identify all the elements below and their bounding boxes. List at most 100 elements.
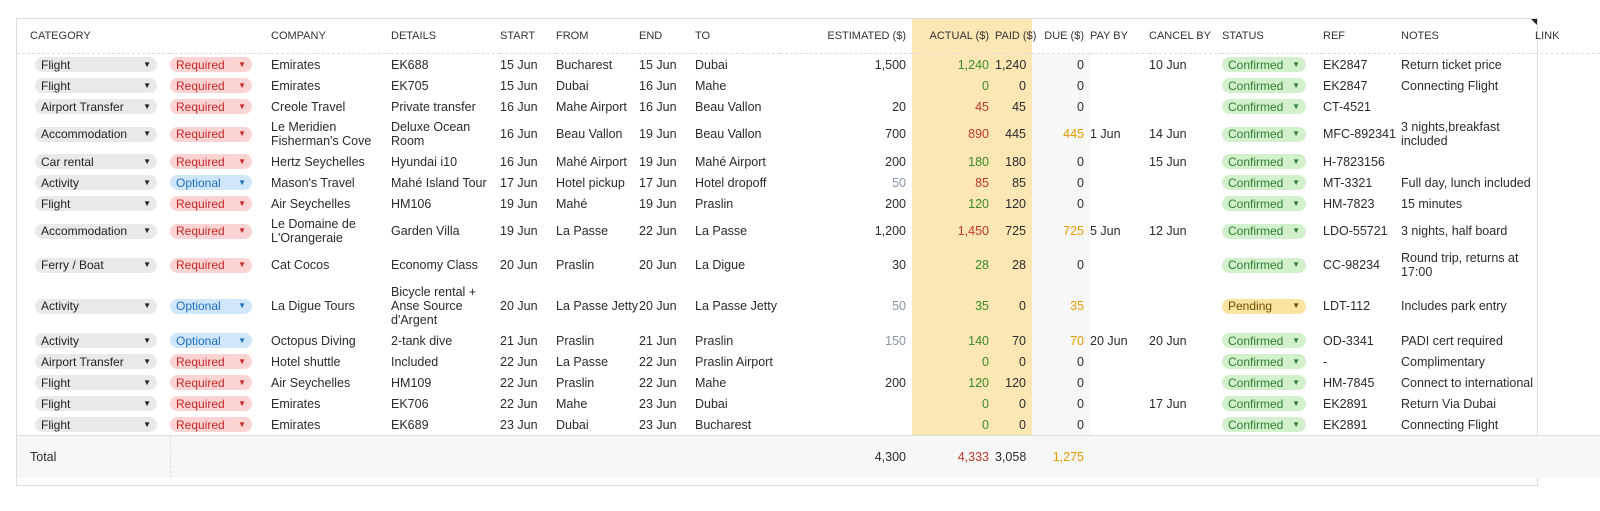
end-cell[interactable]: 19 Jun [639,196,677,211]
to-cell[interactable]: Beau Vallon [695,99,762,114]
cancel-by-cell[interactable]: 12 Jun [1149,224,1187,238]
to-cell[interactable]: Mahe [695,375,727,390]
company-cell[interactable]: Le Domaine de L'Orangeraie [271,217,356,245]
to-cell[interactable]: Beau Vallon [695,127,762,141]
from-cell[interactable]: Praslin [556,258,595,272]
link-cell[interactable] [1535,117,1600,151]
start-cell[interactable]: 15 Jun [500,78,538,93]
end-cell[interactable]: 17 Jun [639,175,677,190]
status-dropdown[interactable]: Confirmed ▼ [1222,175,1306,190]
ref-cell[interactable]: LDT-112 [1323,299,1371,313]
due-cell[interactable]: 0 [1032,53,1090,75]
to-cell[interactable]: Praslin [695,196,734,211]
ref-cell[interactable]: HM-7845 [1323,375,1375,390]
ref-cell[interactable]: MFC-892341 [1323,127,1396,141]
from-cell[interactable]: Dubai [556,417,589,432]
category-dropdown[interactable]: Activity ▼ [35,298,157,314]
column-header-pay-by[interactable]: PAY BY [1090,19,1149,54]
status-dropdown[interactable]: Confirmed ▼ [1222,126,1306,142]
paid-cell[interactable]: 0 [995,75,1032,96]
status-dropdown[interactable]: Confirmed ▼ [1222,99,1306,114]
details-cell[interactable]: Hyundai i10 [391,154,458,169]
pay-by-cell[interactable]: 5 Jun [1090,224,1121,238]
status-dropdown[interactable]: Confirmed ▼ [1222,57,1306,72]
to-cell[interactable]: Dubai [695,396,728,411]
estimated-cell[interactable]: 20 [892,99,906,114]
actual-cell[interactable]: 45 [912,96,995,117]
estimated-cell[interactable] [780,351,912,372]
details-cell[interactable]: EK705 [391,78,429,93]
resize-corner-icon[interactable] [1531,19,1537,25]
notes-cell[interactable]: Return Via Dubai [1401,396,1496,411]
due-cell[interactable]: 0 [1032,172,1090,193]
due-cell[interactable]: 0 [1032,351,1090,372]
to-cell[interactable]: Dubai [695,57,728,72]
from-cell[interactable]: Dubai [556,78,589,93]
from-cell[interactable]: Beau Vallon [556,127,623,141]
status-dropdown[interactable]: Confirmed ▼ [1222,354,1306,369]
company-cell[interactable]: Cat Cocos [271,258,330,272]
link-cell[interactable] [1535,96,1600,117]
column-header-estimated[interactable]: ESTIMATED ($) [780,19,912,54]
company-cell[interactable]: Air Seychelles [271,375,351,390]
ref-cell[interactable]: EK2847 [1323,57,1368,72]
cancel-by-cell[interactable]: 14 Jun [1149,127,1187,141]
start-cell[interactable]: 19 Jun [500,196,538,211]
actual-cell[interactable]: 35 [912,282,995,330]
cancel-by-cell[interactable] [1149,172,1222,193]
cancel-by-cell[interactable] [1149,351,1222,372]
due-cell[interactable]: 0 [1032,151,1090,172]
notes-cell[interactable]: 3 nights,breakfast included [1401,120,1500,148]
from-cell[interactable]: La Passe [556,224,609,238]
end-cell[interactable]: 15 Jun [639,57,677,72]
details-cell[interactable]: EK689 [391,417,429,432]
pay-by-cell[interactable] [1090,372,1149,393]
paid-cell[interactable]: 120 [995,193,1032,214]
details-cell[interactable]: Private transfer [391,99,476,114]
column-header-link[interactable]: LINK [1535,19,1600,54]
notes-cell[interactable]: Return ticket price [1401,57,1502,72]
details-cell[interactable]: EK688 [391,57,429,72]
ref-cell[interactable]: CT-4521 [1323,99,1371,114]
end-cell[interactable]: 16 Jun [639,99,677,114]
estimated-cell[interactable]: 150 [885,333,906,348]
notes-cell[interactable]: Full day, lunch included [1401,175,1531,190]
notes-cell[interactable]: 3 nights, half board [1401,224,1508,238]
link-cell[interactable] [1535,282,1600,330]
priority-dropdown[interactable]: Required ▼ [170,354,252,369]
details-cell[interactable]: Bicycle rental + Anse Source d'Argent [391,285,477,327]
column-header-company[interactable]: COMPANY [271,19,391,54]
company-cell[interactable]: La Digue Tours [271,299,355,313]
start-cell[interactable]: 20 Jun [500,299,538,313]
link-cell[interactable] [1535,172,1600,193]
company-cell[interactable]: Le Meridien Fisherman's Cove [271,120,372,148]
actual-cell[interactable]: 1,240 [912,53,995,75]
pay-by-cell[interactable] [1090,351,1149,372]
from-cell[interactable]: Mahe Airport [556,99,627,114]
cancel-by-cell[interactable]: 17 Jun [1149,396,1187,411]
cancel-by-cell[interactable] [1149,75,1222,96]
actual-cell[interactable]: 120 [912,372,995,393]
notes-cell[interactable]: PADI cert required [1401,333,1503,348]
category-dropdown[interactable]: Ferry / Boat ▼ [35,257,157,273]
status-dropdown[interactable]: Confirmed ▼ [1222,196,1306,211]
link-cell[interactable] [1535,75,1600,96]
paid-cell[interactable]: 445 [995,117,1032,151]
notes-cell[interactable]: Round trip, returns at 17:00 [1401,251,1519,279]
from-cell[interactable]: Praslin [556,375,595,390]
ref-cell[interactable]: MT-3321 [1323,175,1373,190]
paid-cell[interactable]: 725 [995,214,1032,248]
priority-dropdown[interactable]: Required ▼ [170,257,252,273]
actual-cell[interactable]: 0 [912,393,995,414]
to-cell[interactable]: La Passe Jetty [695,299,777,313]
ref-cell[interactable]: LDO-55721 [1323,224,1388,238]
notes-cell[interactable]: Includes park entry [1401,299,1507,313]
priority-dropdown[interactable]: Optional ▼ [170,298,252,314]
details-cell[interactable]: HM109 [391,375,432,390]
due-cell[interactable]: 0 [1032,393,1090,414]
due-cell[interactable]: 0 [1032,75,1090,96]
details-cell[interactable]: Economy Class [391,258,478,272]
details-cell[interactable]: Included [391,354,439,369]
start-cell[interactable]: 15 Jun [500,57,538,72]
status-dropdown[interactable]: Confirmed ▼ [1222,78,1306,93]
